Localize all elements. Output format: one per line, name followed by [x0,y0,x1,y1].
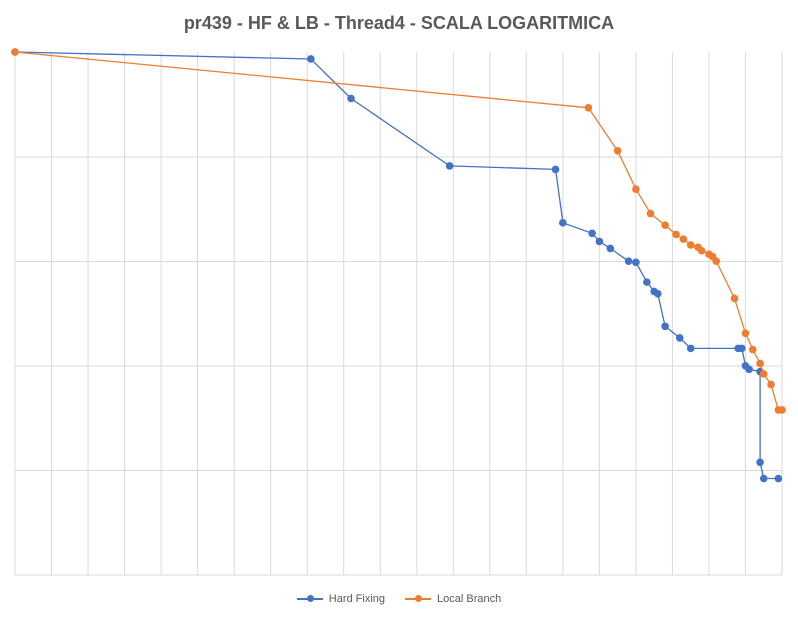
legend-item-local-branch: Local Branch [405,593,501,605]
data-point-local-branch [730,294,739,303]
data-point-hard-fixing [307,55,315,63]
data-point-local-branch [584,103,593,112]
series-line-hard-fixing [14,51,779,480]
data-point-hard-fixing [759,474,768,483]
data-point-hard-fixing [675,334,684,342]
data-point-hard-fixing [774,474,783,483]
data-point-hard-fixing [661,322,669,331]
data-point-local-branch [11,48,19,56]
data-point-local-branch [679,235,688,243]
data-point-local-branch [712,257,721,266]
data-point-hard-fixing [745,365,753,374]
data-point-local-branch [632,185,640,193]
legend-label-local-branch: Local Branch [437,593,502,605]
data-point-local-branch [697,246,706,255]
data-point-local-branch [672,230,680,239]
data-point-hard-fixing [588,229,596,238]
legend: Hard Fixing Local Branch [0,593,798,605]
data-point-local-branch [759,370,768,378]
legend-swatch-hard-fixing [296,594,323,604]
series-line-local-branch [14,51,782,411]
data-point-local-branch [756,359,764,368]
data-point-hard-fixing [632,258,640,267]
data-point-hard-fixing [551,165,560,174]
data-point-hard-fixing [686,344,695,353]
legend-item-hard-fixing: Hard Fixing [296,593,386,605]
data-point-hard-fixing [347,94,355,103]
data-point-local-branch [767,380,775,389]
data-point-local-branch [661,221,669,229]
data-point-hard-fixing [738,344,746,353]
data-point-local-branch [748,345,757,354]
data-point-hard-fixing [643,278,651,286]
data-point-hard-fixing [654,289,662,298]
data-point-local-branch [613,146,622,155]
legend-label-hard-fixing: Hard Fixing [328,593,386,605]
data-point-hard-fixing [606,244,615,253]
data-point-hard-fixing [559,219,567,227]
chart-title: pr439 - HF & LB - Thread4 - SCALA LOGARI… [183,13,615,33]
data-point-hard-fixing [624,257,633,266]
legend-swatch-local-branch [405,594,432,604]
data-point-local-branch [646,209,655,218]
data-point-hard-fixing [756,458,764,467]
data-point-local-branch [741,329,750,338]
data-point-local-branch [686,241,695,249]
data-point-hard-fixing [445,162,454,170]
data-point-local-branch [778,406,786,414]
data-point-hard-fixing [595,237,604,246]
